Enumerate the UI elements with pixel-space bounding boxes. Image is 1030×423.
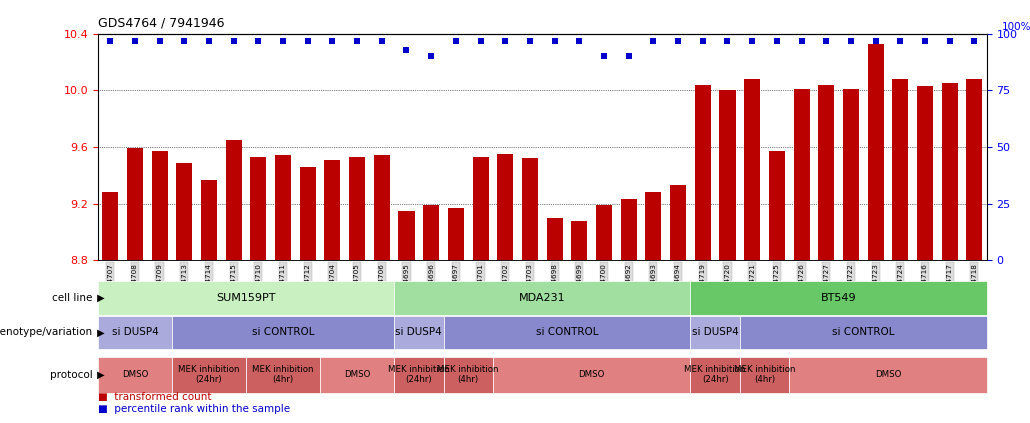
Text: MDA231: MDA231 [519, 293, 565, 303]
Text: MEK inhibition
(24hr): MEK inhibition (24hr) [684, 365, 746, 384]
Text: DMSO: DMSO [122, 370, 148, 379]
Text: DMSO: DMSO [874, 370, 901, 379]
Text: cell line: cell line [53, 293, 93, 303]
Bar [300, 167, 316, 260]
Text: MEK inhibition
(24hr): MEK inhibition (24hr) [178, 365, 240, 384]
Bar [201, 179, 217, 260]
Bar [818, 85, 834, 260]
Bar [374, 156, 389, 260]
Bar [966, 79, 983, 260]
Bar [917, 86, 933, 260]
Bar [621, 199, 637, 260]
Text: DMSO: DMSO [579, 370, 605, 379]
Bar [646, 192, 661, 260]
Bar [127, 148, 143, 260]
Text: si CONTROL: si CONTROL [832, 327, 894, 338]
Bar [176, 162, 193, 260]
Text: si DUSP4: si DUSP4 [111, 327, 159, 338]
Bar [572, 220, 587, 260]
Bar [547, 218, 562, 260]
Bar [151, 151, 168, 260]
Text: si CONTROL: si CONTROL [251, 327, 314, 338]
Bar [720, 91, 735, 260]
Bar [892, 79, 908, 260]
Bar [941, 83, 958, 260]
Text: MEK inhibition
(4hr): MEK inhibition (4hr) [252, 365, 314, 384]
Text: GDS4764 / 7941946: GDS4764 / 7941946 [98, 16, 225, 29]
Bar [695, 85, 711, 260]
Text: ■  percentile rank within the sample: ■ percentile rank within the sample [98, 404, 290, 415]
Text: ▶: ▶ [94, 293, 104, 303]
Text: 100%: 100% [1001, 22, 1030, 32]
Text: ▶: ▶ [94, 370, 104, 379]
Bar [275, 156, 291, 260]
Bar [448, 208, 464, 260]
Bar [843, 89, 859, 260]
Bar [324, 160, 341, 260]
Bar [399, 211, 414, 260]
Text: protocol: protocol [49, 370, 93, 379]
Text: si DUSP4: si DUSP4 [396, 327, 442, 338]
Text: MEK inhibition
(4hr): MEK inhibition (4hr) [733, 365, 795, 384]
Bar [671, 185, 686, 260]
Bar [473, 157, 488, 260]
Text: genotype/variation: genotype/variation [0, 327, 93, 338]
Bar [497, 154, 513, 260]
Text: si CONTROL: si CONTROL [536, 327, 598, 338]
Text: ■  transformed count: ■ transformed count [98, 392, 211, 402]
Text: DMSO: DMSO [344, 370, 371, 379]
Bar [250, 157, 267, 260]
Text: si DUSP4: si DUSP4 [692, 327, 739, 338]
Bar [226, 140, 242, 260]
Bar [867, 44, 884, 260]
Bar [522, 158, 538, 260]
Bar [744, 79, 760, 260]
Bar [102, 192, 118, 260]
Text: BT549: BT549 [821, 293, 856, 303]
Text: SUM159PT: SUM159PT [216, 293, 276, 303]
Bar [793, 89, 810, 260]
Text: ▶: ▶ [94, 327, 104, 338]
Bar [349, 157, 365, 260]
Text: MEK inhibition
(24hr): MEK inhibition (24hr) [388, 365, 449, 384]
Bar [768, 151, 785, 260]
Bar [596, 205, 612, 260]
Text: MEK inhibition
(4hr): MEK inhibition (4hr) [438, 365, 499, 384]
Bar [423, 205, 439, 260]
